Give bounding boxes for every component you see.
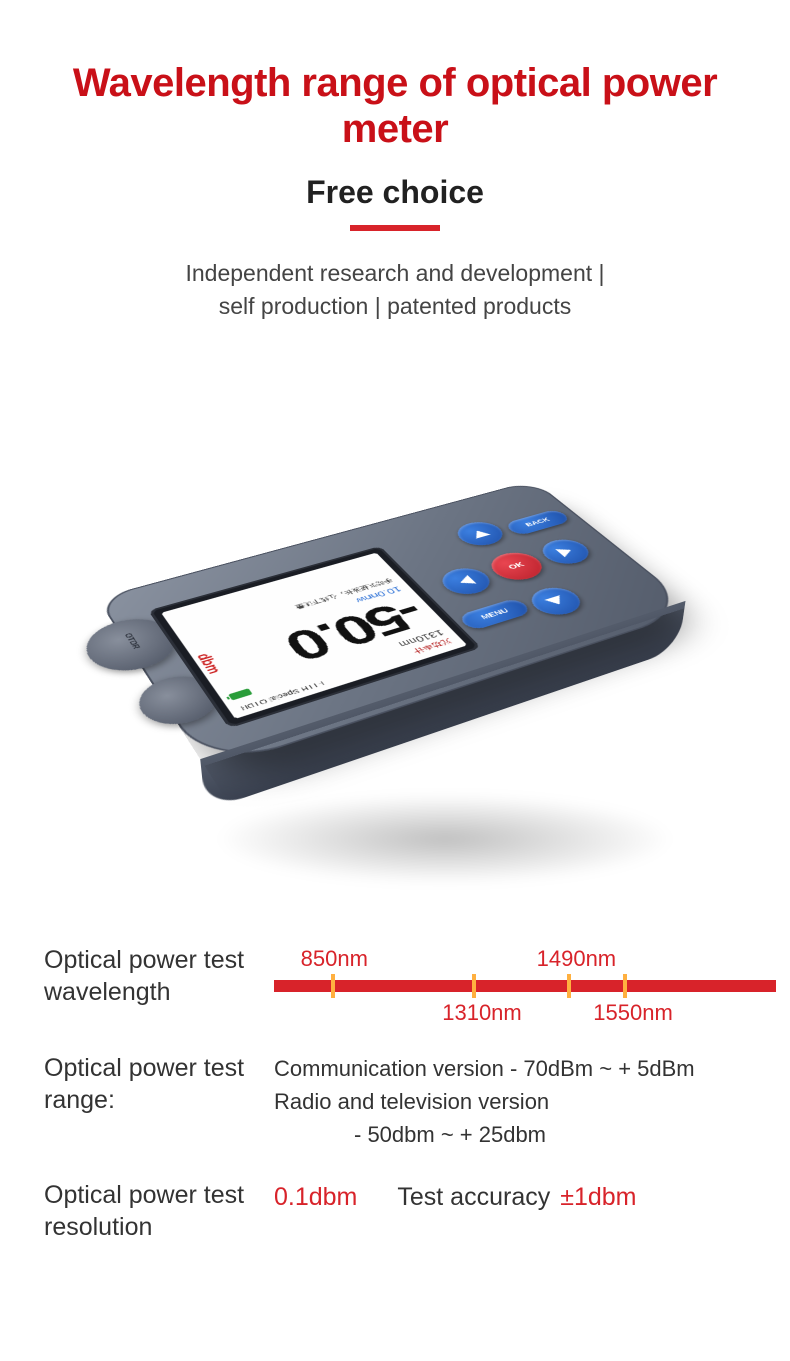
spec-range-row: Optical power test range: Communication … xyxy=(44,1052,746,1151)
battery-icon xyxy=(228,688,253,700)
range-line: - 50dbm ~ + 25dbm xyxy=(274,1118,746,1151)
accuracy-label: Test accuracy xyxy=(397,1179,550,1217)
divider xyxy=(350,225,440,231)
axis-label: 1310nm xyxy=(442,1000,522,1026)
axis-label: 1550nm xyxy=(593,1000,673,1026)
axis-tick xyxy=(567,974,571,998)
tagline-line: Independent research and development | xyxy=(20,257,770,290)
spec-value: Communication version - 70dBm ~ + 5dBm R… xyxy=(274,1052,746,1151)
spec-value: 0.1dbm Test accuracy ±1dbm xyxy=(274,1179,746,1217)
axis-label: 850nm xyxy=(301,946,368,972)
spec-label: Optical power test range: xyxy=(44,1052,274,1117)
wavelength-axis: 850nm 1310nm 1490nm 1550nm xyxy=(274,944,746,1024)
accuracy-value: ±1dbm xyxy=(560,1179,636,1217)
device-shadow xyxy=(215,794,675,884)
specs-section: Optical power test wavelength 850nm 1310n… xyxy=(20,944,770,1244)
page-subtitle: Free choice xyxy=(20,174,770,211)
axis-label: 1490nm xyxy=(537,946,617,972)
spec-label: Optical power test resolution xyxy=(44,1179,274,1244)
range-line: Communication version - 70dBm ~ + 5dBm xyxy=(274,1052,746,1085)
page-title: Wavelength range of optical power meter xyxy=(20,60,770,152)
resolution-value: 0.1dbm xyxy=(274,1179,357,1217)
product-illustration: OTDR 光功率计 FTTH Special OTDR 1310nm -50.0… xyxy=(95,364,695,894)
port-label: OTDR xyxy=(121,632,142,650)
spec-wavelength-row: Optical power test wavelength 850nm 1310n… xyxy=(44,944,746,1024)
tagline-line: self production | patented products xyxy=(20,290,770,323)
axis-bar xyxy=(274,980,776,992)
axis-tick xyxy=(331,974,335,998)
spec-label: Optical power test wavelength xyxy=(44,944,274,1009)
range-line: Radio and television version xyxy=(274,1085,746,1118)
spec-resolution-row: Optical power test resolution 0.1dbm Tes… xyxy=(44,1179,746,1244)
tagline: Independent research and development | s… xyxy=(20,257,770,324)
axis-tick xyxy=(623,974,627,998)
axis-tick xyxy=(472,974,476,998)
